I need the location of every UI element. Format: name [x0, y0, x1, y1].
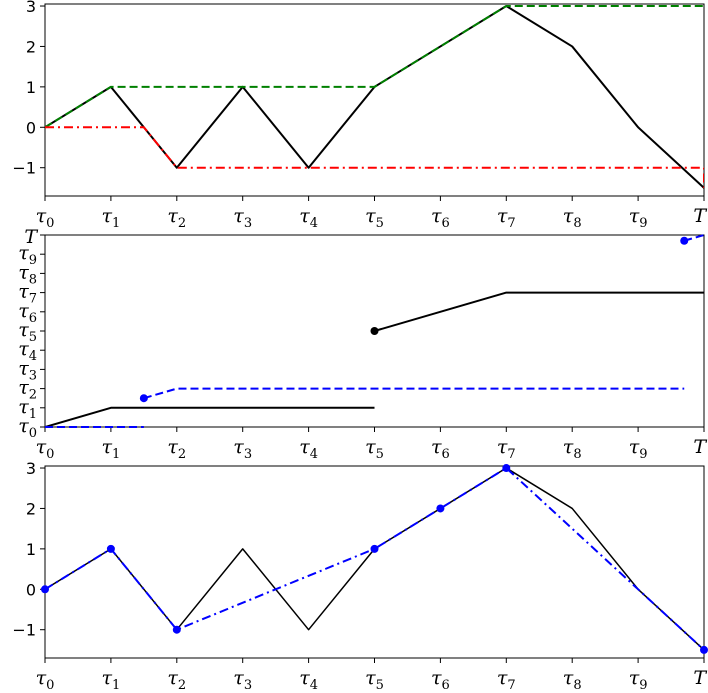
x-tick-label: τ9: [629, 667, 648, 693]
x-tick-label: τ3: [233, 436, 252, 462]
x-tick-label: τ5: [365, 205, 384, 231]
y-tick-label: 3: [26, 459, 36, 478]
x-tick-label: T: [693, 436, 707, 458]
y-tick-label: 2: [26, 37, 36, 56]
x-tick-label: τ8: [563, 205, 582, 231]
y-tick-label: τ1: [18, 396, 37, 422]
x-tick-label: τ1: [102, 436, 121, 462]
x-tick-label: τ0: [36, 205, 55, 231]
y-tick-label: τ2: [18, 377, 37, 403]
y-tick-label: τ4: [18, 338, 37, 364]
y-tick-label: −1: [12, 159, 36, 178]
data-point: [502, 464, 511, 473]
series-line-1: [45, 406, 375, 428]
segment-start-marker: [370, 327, 379, 335]
series-line-2: [45, 5, 704, 129]
x-tick-label: τ1: [102, 205, 121, 231]
y-tick-label: 2: [26, 499, 36, 518]
x-tick-label: τ8: [563, 436, 582, 462]
x-tick-label: T: [693, 205, 707, 227]
axes-frame: [44, 465, 705, 659]
x-tick-label: τ6: [431, 667, 450, 693]
x-tick-label: τ9: [629, 436, 648, 462]
y-tick-label: −1: [12, 621, 36, 640]
data-point: [700, 645, 708, 654]
data-point: [172, 625, 181, 634]
x-tick-label: τ7: [497, 205, 516, 231]
x-tick-label: τ0: [36, 667, 55, 693]
x-tick-label: τ2: [167, 667, 186, 693]
x-tick-label: τ2: [167, 436, 186, 462]
x-tick-label: τ2: [167, 205, 186, 231]
series-group: [45, 467, 704, 651]
x-tick-label: τ9: [629, 205, 648, 231]
x-tick-label: τ4: [299, 205, 318, 231]
segment-start-marker: [680, 236, 689, 245]
y-tick-label: τ9: [18, 242, 37, 268]
y-tick-label: τ8: [18, 261, 37, 287]
y-tick-label: 0: [26, 118, 36, 137]
series-line-1: [374, 291, 704, 332]
y-tick-label: τ7: [18, 281, 37, 307]
chart-panel-2: τ0 τ1 τ2 τ3 τ4 τ5 τ6 τ7 τ8 τ9 Tτ0τ1τ2τ3τ4τ5τ6τ7τ8τ…: [18, 226, 707, 462]
x-tick-label: τ5: [365, 667, 384, 693]
x-tick-label: τ4: [299, 667, 318, 693]
x-tick-label: τ5: [365, 436, 384, 462]
x-tick-label: τ4: [299, 436, 318, 462]
chart-panel-3: τ0 τ1 τ2 τ3 τ4 τ5 τ6 τ7 τ8 τ9 T −1 0 1 2 3: [12, 459, 708, 693]
y-tick-label: τ6: [18, 300, 37, 326]
y-tick-label: 3: [26, 0, 36, 16]
data-point: [41, 585, 49, 594]
data-point: [106, 544, 115, 553]
y-tick-label: 0: [26, 580, 36, 599]
series-line-2: [45, 467, 704, 651]
x-tick-label: τ0: [36, 436, 55, 462]
data-point: [436, 504, 445, 513]
y-tick-label: 1: [26, 540, 36, 559]
x-tick-label: τ8: [563, 667, 582, 693]
data-point: [370, 544, 379, 553]
series-line-2: [143, 387, 685, 400]
series-group: [45, 5, 704, 189]
x-tick-label: τ3: [233, 205, 252, 231]
x-tick-label: τ6: [431, 436, 450, 462]
x-tick-label: T: [693, 667, 707, 689]
x-tick-label: τ6: [431, 205, 450, 231]
y-tick-label: τ0: [18, 415, 37, 441]
y-tick-label: τ5: [18, 319, 37, 345]
y-tick-label: τ3: [18, 357, 37, 383]
series-line-3: [45, 126, 704, 188]
x-tick-label: τ7: [497, 436, 516, 462]
segment-start-marker: [139, 394, 148, 403]
y-tick-label: T: [24, 226, 38, 248]
y-tick-label: 1: [26, 78, 36, 97]
x-tick-label: τ3: [233, 667, 252, 693]
x-tick-label: τ1: [102, 667, 121, 693]
x-tick-label: τ7: [497, 667, 516, 693]
series-line-1: [45, 5, 704, 189]
chart-panel-1: τ0 τ1 τ2 τ3 τ4 τ5 τ6 τ7 τ8 τ9 T −1 0 1 2 3: [12, 0, 707, 231]
